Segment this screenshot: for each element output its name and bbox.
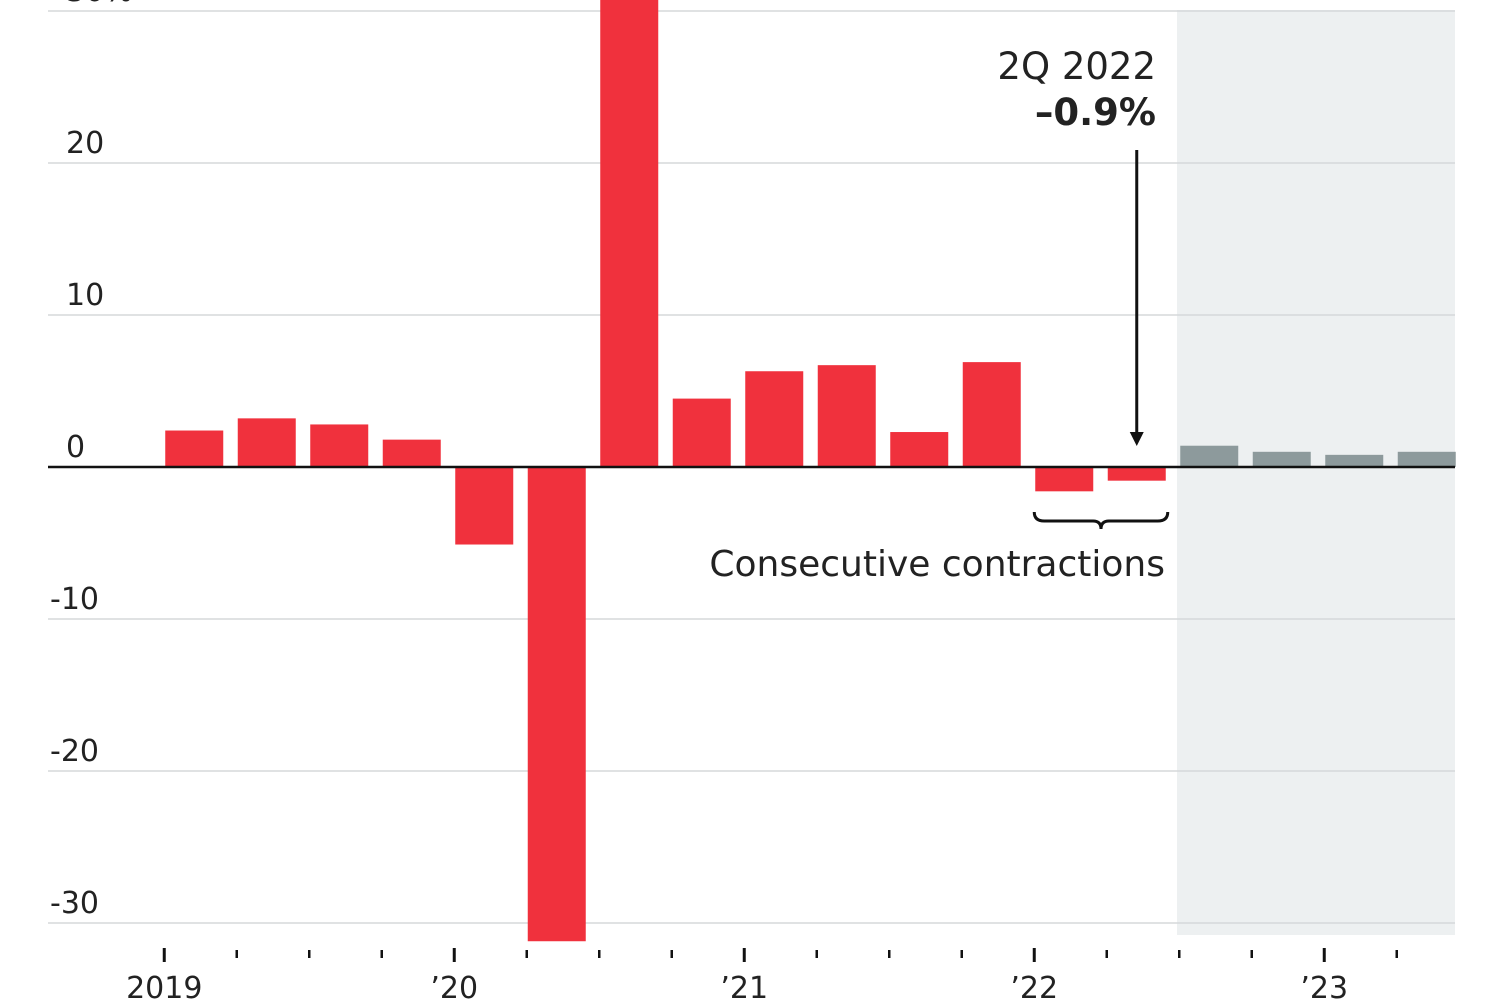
callout-arrow-head: [1129, 432, 1144, 446]
x-tick-label: ’22: [1010, 971, 1058, 1000]
forecast-shaded-region: [1177, 10, 1455, 935]
bar: [237, 418, 296, 467]
x-tick-label: ’23: [1300, 971, 1348, 1000]
y-tick-label: 10: [66, 278, 104, 313]
y-tick-label: -30: [50, 886, 99, 921]
x-tick-label: ’20: [430, 971, 478, 1000]
bar: [1035, 467, 1094, 492]
bar: [817, 365, 876, 467]
x-tick-label: 2019: [126, 971, 202, 1000]
x-axis: 2019 ’20 ’21 ’22 ’23: [126, 948, 1398, 1000]
callout-value-label: –0.9%: [1035, 91, 1156, 134]
bars: [165, 0, 1456, 942]
y-tick-label: -20: [50, 734, 99, 769]
bar: [962, 362, 1021, 467]
y-tick-label: -10: [50, 582, 99, 617]
gridlines: [48, 10, 1455, 924]
bar: [1107, 467, 1166, 481]
bar: [1397, 451, 1456, 467]
bar: [310, 424, 369, 467]
bracket-label: Consecutive contractions: [709, 544, 1165, 585]
bar: [890, 432, 949, 467]
bar: [165, 430, 224, 467]
bar: [600, 0, 659, 468]
bar: [672, 398, 731, 467]
x-tick-label: ’21: [720, 971, 768, 1000]
y-tick-label: 0: [66, 430, 85, 465]
annotations: 2Q 2022 –0.9% Consecutive contractions: [709, 45, 1170, 585]
shaded-region: [1177, 10, 1455, 935]
bar: [455, 467, 514, 545]
callout-date-label: 2Q 2022: [997, 45, 1156, 88]
y-tick-label: 20: [66, 126, 104, 161]
contraction-bracket: [1032, 511, 1170, 530]
bar: [745, 371, 804, 467]
bar: [1325, 454, 1384, 467]
bar: [1180, 445, 1239, 467]
y-axis: 30% 20 10 0 -10 -20 -30: [50, 0, 133, 921]
bar: [382, 439, 441, 467]
bar: [1252, 451, 1311, 467]
y-tick-label: 30%: [66, 0, 133, 9]
bar: [527, 467, 586, 942]
